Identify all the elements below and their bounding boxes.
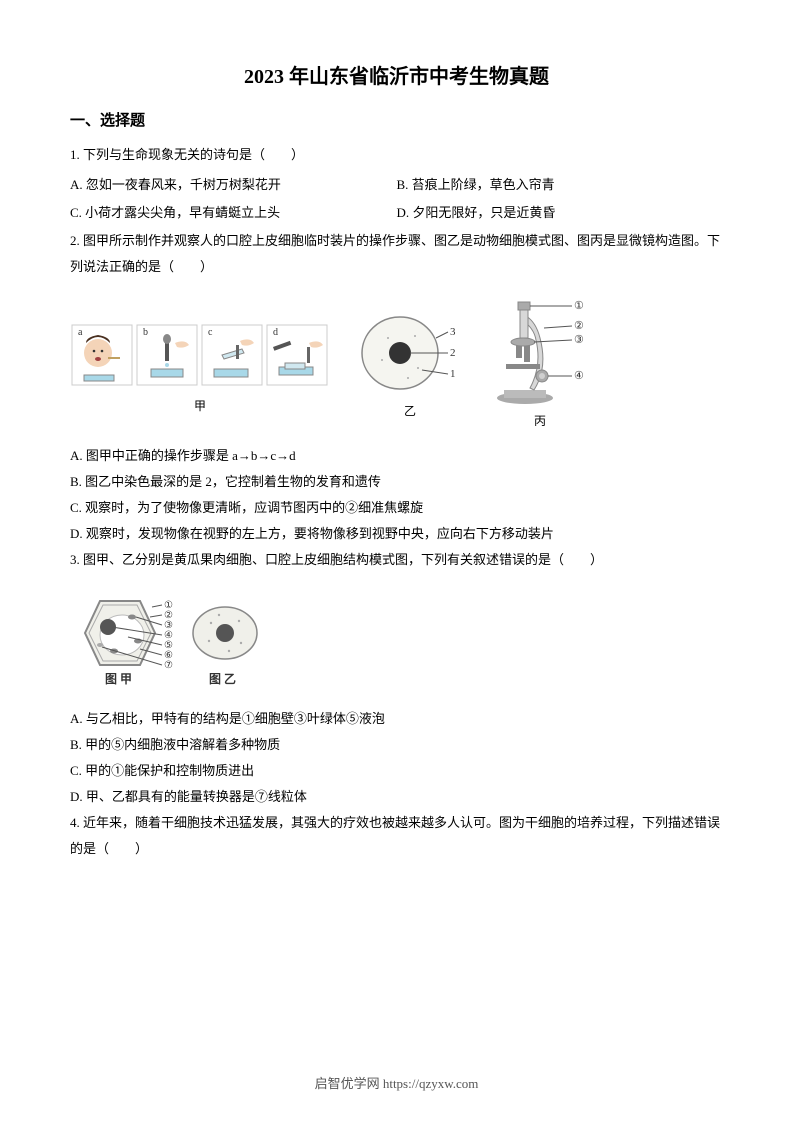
q2-fig-jia-svg: a b c xyxy=(70,313,330,393)
svg-text:1: 1 xyxy=(450,368,456,380)
svg-text:3: 3 xyxy=(450,326,456,338)
q3-option-d: D. 甲、乙都具有的能量转换器是⑦线粒体 xyxy=(70,784,723,810)
svg-text:⑦: ⑦ xyxy=(164,660,173,671)
q2-fig-jia: a b c xyxy=(70,313,330,414)
q2-fig-bing: ① ② ③ ④ 丙 xyxy=(490,298,590,429)
q2-fig-jia-label: 甲 xyxy=(194,397,206,414)
q2-figures: a b c xyxy=(70,298,723,429)
q3-figure: ① ② ③ ④ ⑤ ⑥ ⑦ 图 甲 图 乙 xyxy=(70,583,723,698)
q2-fig-bing-label: 丙 xyxy=(534,412,546,429)
svg-text:④: ④ xyxy=(574,370,584,382)
q2-fig-bing-svg: ① ② ③ ④ xyxy=(490,298,590,408)
q2-fig-yi-label: 乙 xyxy=(404,402,416,419)
q2-option-c: C. 观察时，为了使物像更清晰，应调节图丙中的②细准焦螺旋 xyxy=(70,495,723,521)
svg-text:图 乙: 图 乙 xyxy=(209,672,236,686)
q2-stem: 2. 图甲所示制作并观察人的口腔上皮细胞临时装片的操作步骤、图乙是动物细胞模式图… xyxy=(70,228,723,280)
q1-option-d: D. 夕阳无限好，只是近黄昏 xyxy=(397,200,724,226)
svg-text:②: ② xyxy=(574,320,584,332)
page-title: 2023 年山东省临沂市中考生物真题 xyxy=(70,60,723,89)
svg-text:①: ① xyxy=(574,300,584,312)
q2-option-b: B. 图乙中染色最深的是 2，它控制着生物的发育和遗传 xyxy=(70,469,723,495)
q3-stem: 3. 图甲、乙分别是黄瓜果肉细胞、口腔上皮细胞结构模式图，下列有关叙述错误的是（… xyxy=(70,547,723,573)
q1-option-b: B. 苔痕上阶绿，草色入帘青 xyxy=(397,172,724,198)
page-footer: 启智优学网 https://qzyxw.com xyxy=(0,1073,793,1092)
q3-option-c: C. 甲的①能保护和控制物质进出 xyxy=(70,758,723,784)
svg-text:③: ③ xyxy=(574,334,584,346)
q3-option-a: A. 与乙相比，甲特有的结构是①细胞壁③叶绿体⑤液泡 xyxy=(70,706,723,732)
q1-option-a: A. 忽如一夜春风来，千树万树梨花开 xyxy=(70,172,397,198)
q2-fig-yi-svg: 3 2 1 xyxy=(360,308,460,398)
svg-text:c: c xyxy=(208,327,213,338)
svg-text:a: a xyxy=(78,327,83,338)
q2-option-d: D. 观察时，发现物像在视野的左上方，要将物像移到视野中央，应向右下方移动装片 xyxy=(70,521,723,547)
q4-stem: 4. 近年来，随着干细胞技术迅猛发展，其强大的疗效也被越来越多人认可。图为干细胞… xyxy=(70,810,723,862)
section-header: 一、选择题 xyxy=(70,109,723,130)
svg-text:2: 2 xyxy=(450,347,456,359)
q2-fig-yi: 3 2 1 乙 xyxy=(360,308,460,419)
q1-options-row2: C. 小荷才露尖尖角，早有蜻蜓立上头 D. 夕阳无限好，只是近黄昏 xyxy=(70,200,723,226)
q1-option-c: C. 小荷才露尖尖角，早有蜻蜓立上头 xyxy=(70,200,397,226)
q3-figure-svg: ① ② ③ ④ ⑤ ⑥ ⑦ 图 甲 图 乙 xyxy=(70,583,270,693)
q2-option-a: A. 图甲中正确的操作步骤是 a→b→c→d xyxy=(70,443,723,469)
svg-text:图 甲: 图 甲 xyxy=(105,672,132,686)
q1-options-row1: A. 忽如一夜春风来，千树万树梨花开 B. 苔痕上阶绿，草色入帘青 xyxy=(70,172,723,198)
q3-option-b: B. 甲的⑤内细胞液中溶解着多种物质 xyxy=(70,732,723,758)
svg-text:d: d xyxy=(273,327,278,338)
q1-stem: 1. 下列与生命现象无关的诗句是（ ） xyxy=(70,142,723,168)
svg-text:b: b xyxy=(143,327,148,338)
